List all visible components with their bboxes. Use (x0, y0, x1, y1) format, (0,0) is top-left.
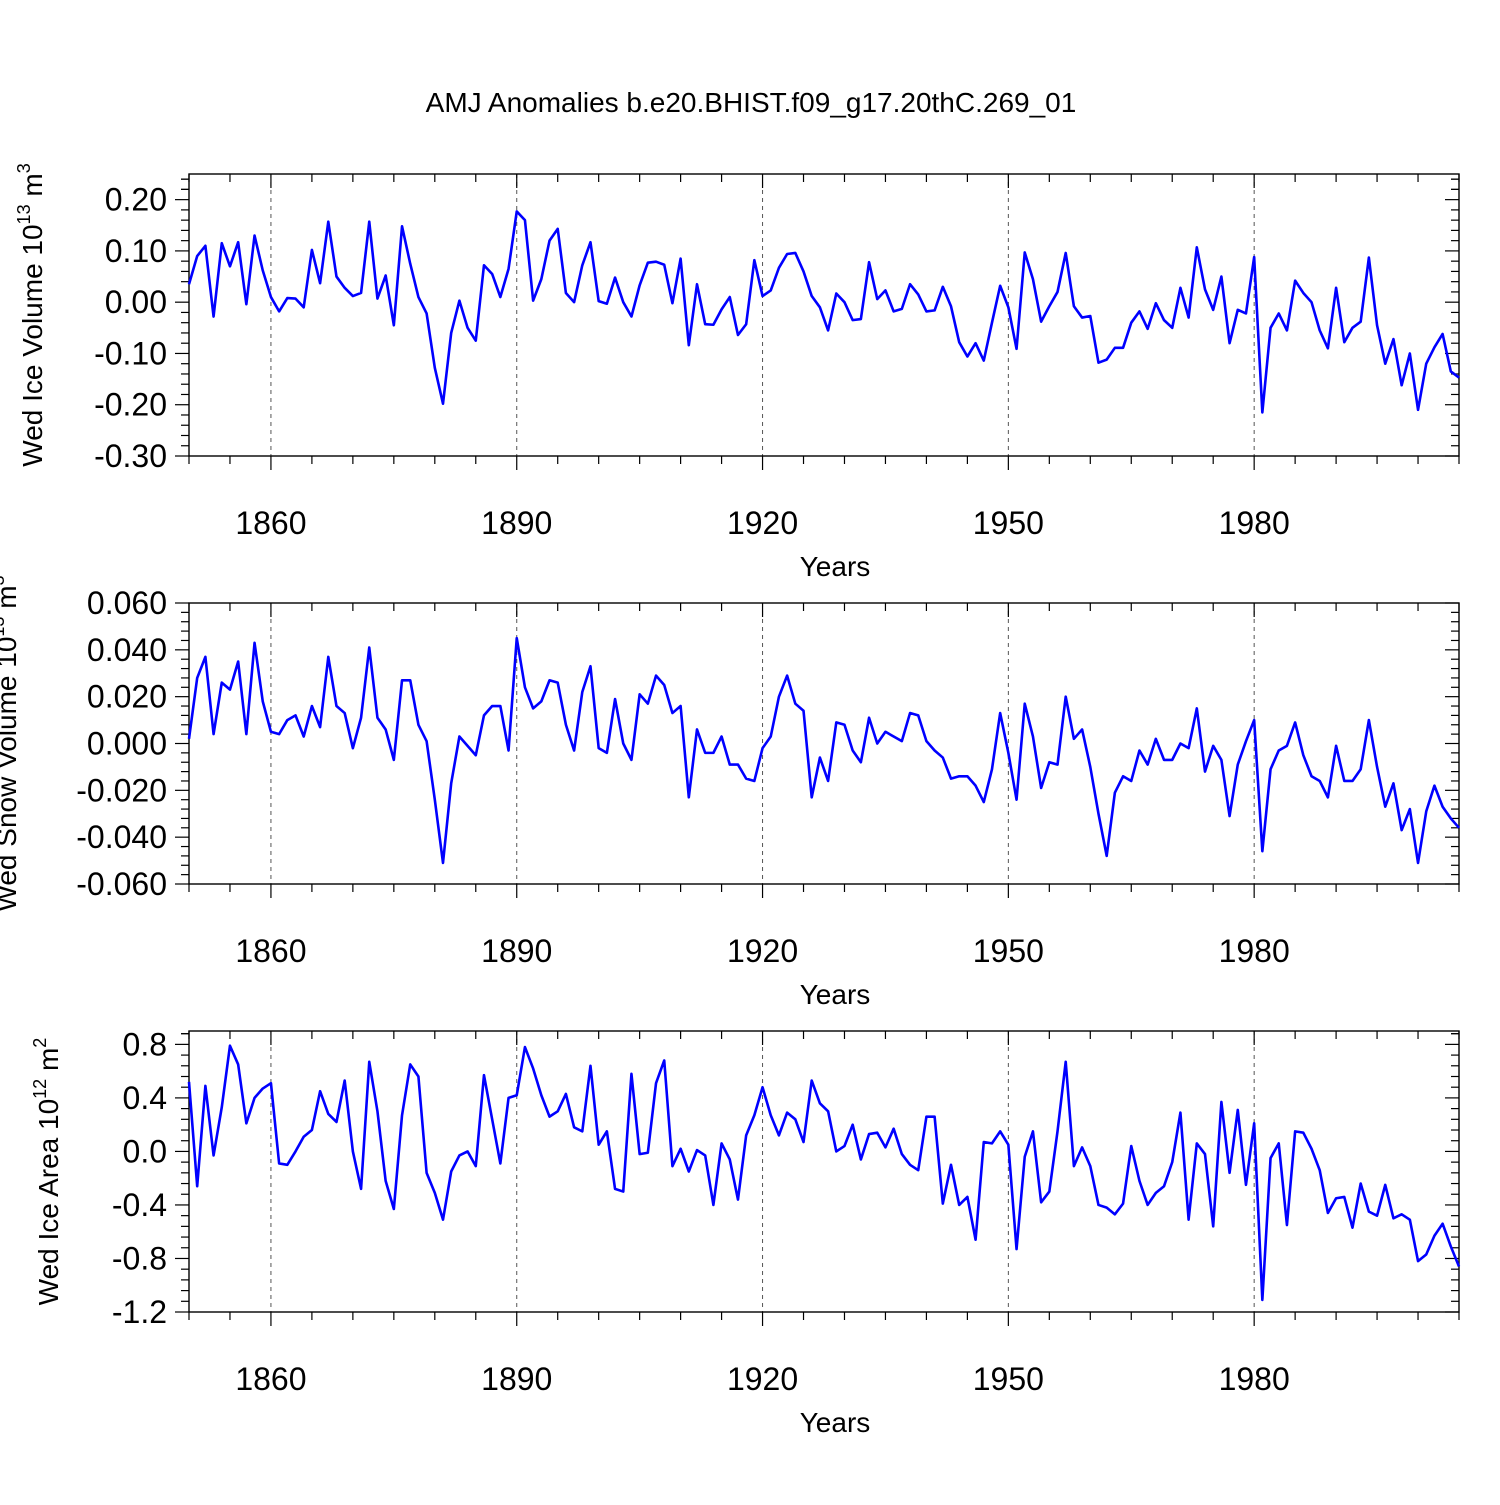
y-tick-label: -0.060 (76, 866, 167, 902)
y-axis-label: Wed Ice Volume 1013 m3 (14, 163, 48, 466)
y-tick-label: -0.020 (76, 772, 167, 808)
y-axis-label-exponent: 13 (14, 204, 34, 224)
x-axis-label: Years (800, 979, 871, 1010)
y-tick-label: 0.000 (87, 726, 167, 762)
plot-frame (188, 173, 1460, 457)
y-axis-label-main: Wed Snow Volume 10 (0, 637, 22, 912)
y-tick-label: 0.10 (105, 233, 167, 269)
x-tick-label: 1890 (481, 1361, 552, 1397)
x-tick-label: 1950 (973, 933, 1044, 969)
y-axis-label-unit: m (33, 1048, 64, 1079)
y-tick-label: 0.4 (123, 1080, 167, 1116)
x-tick-label: 1920 (727, 1361, 798, 1397)
x-tick-label: 1860 (235, 505, 306, 541)
y-tick-label: -0.040 (76, 819, 167, 855)
y-tick-label: -1.2 (112, 1294, 167, 1330)
x-tick-label: 1950 (973, 505, 1044, 541)
series-line (187, 1044, 1461, 1302)
plot-frame (188, 602, 1460, 885)
plot-frame (188, 1030, 1460, 1313)
x-tick-label: 1980 (1219, 1361, 1290, 1397)
x-tick-label: 1950 (973, 1361, 1044, 1397)
y-tick-label: -0.8 (112, 1240, 167, 1276)
y-axis-label-unit-exponent: 3 (14, 163, 34, 173)
y-tick-label: 0.20 (105, 182, 167, 218)
series-line (187, 210, 1460, 414)
x-axis-label: Years (800, 551, 871, 582)
x-tick-label: 1860 (235, 933, 306, 969)
chart-title: AMJ Anomalies b.e20.BHIST.f09_g17.20thC.… (426, 87, 1077, 118)
x-tick-label: 1860 (235, 1361, 306, 1397)
y-tick-label: 0.00 (105, 284, 167, 320)
y-axis-label-unit-exponent: 3 (0, 575, 8, 585)
y-axis-label-unit: m (0, 585, 22, 616)
series-line (187, 636, 1460, 865)
x-tick-label: 1920 (727, 933, 798, 969)
y-axis-label-unit-exponent: 2 (30, 1038, 50, 1048)
y-axis-label-exponent: 13 (0, 617, 8, 637)
y-tick-label: 0.060 (87, 585, 167, 621)
y-axis-label-unit: m (17, 173, 48, 204)
panel-3: -1.2 -0.8 -0.4 0.0 0.4 0.8 1860 1890 1920 1950 198… (30, 1026, 1461, 1438)
panel-1: -0.30 -0.20 -0.10 0.00 0.10 0.20 1860 1890 1920 1… (14, 163, 1460, 582)
y-axis-label: Wed Snow Volume 1013 m3 (0, 575, 22, 911)
y-axis-label-exponent: 12 (30, 1079, 50, 1099)
y-tick-label: -0.30 (94, 438, 167, 474)
x-axis-label: Years (800, 1407, 871, 1438)
y-axis-label: Wed Ice Area 1012 m2 (30, 1038, 64, 1306)
x-tick-label: 1980 (1219, 933, 1290, 969)
panel-2: -0.060 -0.040 -0.020 0.000 0.020 0.040 0.060 18… (0, 575, 1460, 1010)
x-tick-label: 1890 (481, 505, 552, 541)
y-tick-label: 0.8 (123, 1026, 167, 1062)
y-tick-label: -0.4 (112, 1187, 167, 1223)
x-tick-label: 1890 (481, 933, 552, 969)
y-tick-label: 0.0 (123, 1133, 167, 1169)
y-tick-label: 0.040 (87, 632, 167, 668)
y-axis-label-main: Wed Ice Volume 10 (17, 224, 48, 466)
y-tick-label: 0.020 (87, 679, 167, 715)
y-axis-label-main: Wed Ice Area 10 (33, 1099, 64, 1306)
y-tick-label: -0.10 (94, 335, 167, 371)
y-tick-label: -0.20 (94, 387, 167, 423)
x-tick-label: 1920 (727, 505, 798, 541)
x-tick-label: 1980 (1219, 505, 1290, 541)
